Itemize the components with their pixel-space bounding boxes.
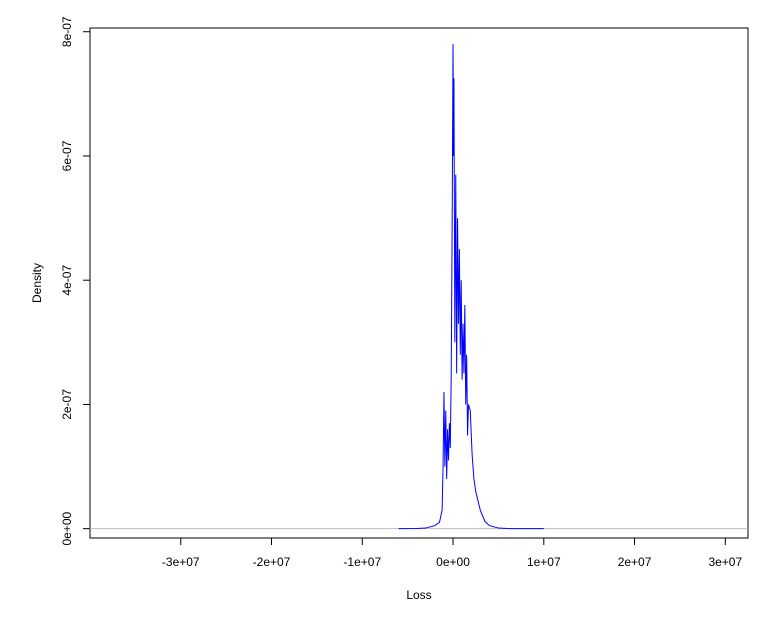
x-tick-label: -1e+07	[343, 555, 381, 569]
x-tick-label: -3e+07	[162, 555, 200, 569]
density-line	[398, 44, 544, 530]
y-tick-label: 4e-07	[60, 265, 74, 296]
x-tick-label: -2e+07	[253, 555, 291, 569]
x-tick-label: 1e+07	[527, 555, 561, 569]
x-axis-label: Loss	[406, 588, 431, 602]
y-tick-label: 0e+00	[60, 512, 74, 546]
y-axis-label: Density	[30, 263, 44, 303]
y-tick-label: 2e-07	[60, 389, 74, 420]
x-tick-label: 3e+07	[708, 555, 742, 569]
y-tick-label: 6e-07	[60, 140, 74, 171]
x-tick-label: 2e+07	[618, 555, 652, 569]
x-tick-label: 0e+00	[436, 555, 470, 569]
y-tick-label: 8e-07	[60, 16, 74, 47]
plot-box	[89, 27, 749, 539]
